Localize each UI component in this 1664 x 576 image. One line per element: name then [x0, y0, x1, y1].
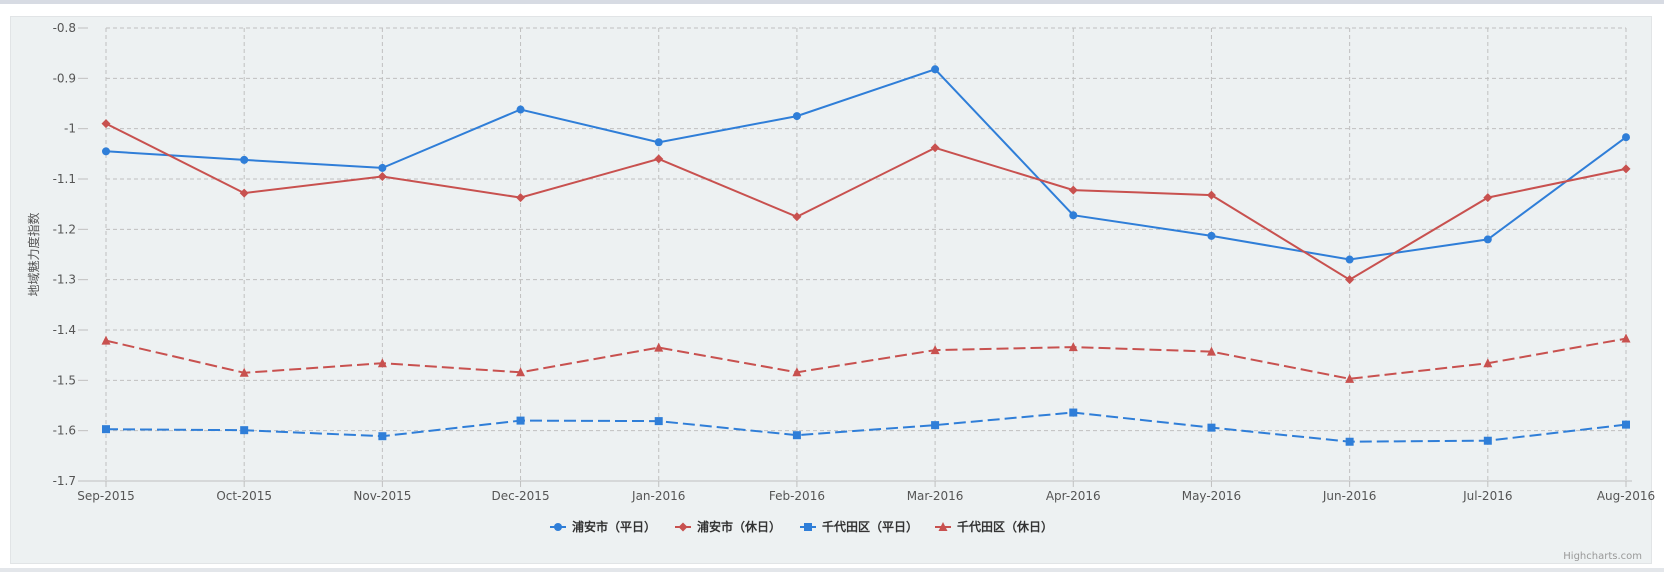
data-point[interactable] [377, 171, 387, 181]
data-point[interactable] [516, 367, 526, 377]
y-tick-label: -1.7 [53, 474, 76, 488]
legend-item[interactable]: 千代田区（休日） [935, 519, 1053, 534]
data-point[interactable] [654, 138, 663, 147]
y-axis-title: 地域魅力度指数 [26, 212, 41, 296]
data-point[interactable] [1621, 164, 1631, 174]
legend-marker [938, 522, 948, 531]
y-tick-label: -1.5 [53, 373, 76, 387]
x-tick-label: Apr-2016 [1046, 489, 1101, 503]
data-point[interactable] [654, 154, 664, 164]
legend-item[interactable]: 浦安市（休日） [675, 519, 781, 534]
data-point[interactable] [931, 65, 940, 74]
data-point[interactable] [931, 421, 940, 430]
data-point[interactable] [1622, 420, 1630, 429]
series-line[interactable] [105, 122, 1627, 281]
data-point[interactable] [1069, 408, 1078, 417]
y-tick-label: -0.9 [53, 71, 76, 85]
series-line[interactable] [105, 68, 1627, 261]
series-area [101, 65, 1631, 446]
data-point[interactable] [102, 425, 110, 434]
series-line[interactable] [105, 411, 1627, 443]
x-tick-label: May-2016 [1182, 489, 1241, 503]
data-point[interactable] [1622, 133, 1630, 142]
data-point[interactable] [239, 367, 249, 377]
data-point[interactable] [792, 431, 801, 440]
data-point[interactable] [654, 342, 664, 352]
data-point[interactable] [1483, 193, 1493, 203]
x-tick-label: Jul-2016 [1462, 489, 1512, 503]
data-point[interactable] [516, 193, 526, 203]
grid [105, 27, 1627, 482]
x-tick-label: Jan-2016 [631, 489, 685, 503]
data-point[interactable] [239, 188, 249, 198]
x-tick-label: Mar-2016 [907, 489, 964, 503]
data-point[interactable] [240, 155, 249, 164]
chart-container [10, 16, 1652, 564]
legend-item[interactable]: 浦安市（平日） [550, 519, 656, 534]
legend-marker [678, 522, 688, 532]
y-tick-label: -0.8 [53, 21, 76, 35]
legend-label: 浦安市（平日） [572, 519, 656, 534]
legend-label: 千代田区（平日） [822, 519, 918, 534]
series-1 [101, 119, 1631, 285]
data-point[interactable] [930, 143, 940, 153]
data-point[interactable] [378, 163, 387, 172]
data-point[interactable] [516, 105, 525, 114]
data-point[interactable] [1206, 346, 1216, 356]
legend-marker [804, 523, 812, 531]
data-point[interactable] [1207, 231, 1216, 240]
data-point[interactable] [377, 358, 387, 368]
data-point[interactable] [102, 147, 110, 156]
legend-label: 千代田区（休日） [957, 519, 1053, 534]
series-3 [101, 333, 1631, 383]
series-0 [102, 65, 1630, 264]
data-point[interactable] [1483, 358, 1493, 368]
line-chart: -0.8 -0.9 -1 -1.1 -1.2 -1.3 -1.4 -1.5 -1.6 -1.7Se… [26, 21, 1656, 562]
x-tick-label: Oct-2015 [216, 489, 272, 503]
data-point[interactable] [792, 367, 802, 377]
legend-label: 浦安市（休日） [697, 519, 781, 534]
x-tick-label: Jun-2016 [1322, 489, 1377, 503]
y-tick-label: -1.4 [53, 323, 76, 337]
y-tick-label: -1.3 [53, 273, 76, 287]
data-point[interactable] [1483, 235, 1492, 244]
data-point[interactable] [1068, 185, 1078, 195]
data-point[interactable] [1207, 423, 1216, 432]
data-point[interactable] [378, 432, 387, 441]
data-point[interactable] [1621, 333, 1631, 343]
data-point[interactable] [1345, 275, 1355, 285]
y-tick-label: -1.1 [53, 172, 76, 186]
data-point[interactable] [792, 112, 801, 121]
data-point[interactable] [930, 345, 940, 355]
series-2 [102, 408, 1630, 446]
data-point[interactable] [240, 426, 249, 435]
data-point[interactable] [1206, 190, 1216, 200]
x-tick-label: Feb-2016 [769, 489, 825, 503]
data-point[interactable] [1069, 211, 1078, 220]
y-tick-label: -1.6 [53, 424, 76, 438]
legend[interactable]: 浦安市（平日） 浦安市（休日） 千代田区（平日） 千代田区（休日） [550, 519, 1053, 534]
data-point[interactable] [1345, 255, 1354, 264]
y-tick-label: -1 [64, 122, 76, 136]
data-point[interactable] [1345, 437, 1354, 446]
data-point[interactable] [1068, 342, 1078, 352]
axes: -0.8 -0.9 -1 -1.1 -1.2 -1.3 -1.4 -1.5 -1.6 -1.7Se… [53, 21, 1656, 503]
credits-link[interactable]: Highcharts.com [1563, 551, 1642, 562]
data-point[interactable] [101, 335, 111, 345]
x-tick-label: Aug-2016 [1597, 489, 1655, 503]
series-line[interactable] [105, 337, 1627, 380]
data-point[interactable] [101, 119, 111, 129]
y-tick-label: -1.2 [53, 222, 76, 236]
data-point[interactable] [516, 416, 525, 425]
data-point[interactable] [654, 417, 663, 426]
data-point[interactable] [1483, 436, 1492, 445]
x-tick-label: Dec-2015 [491, 489, 549, 503]
x-tick-label: Nov-2015 [353, 489, 411, 503]
legend-item[interactable]: 千代田区（平日） [800, 519, 918, 534]
data-point[interactable] [1345, 373, 1355, 383]
x-tick-label: Sep-2015 [77, 489, 135, 503]
data-point[interactable] [792, 212, 802, 222]
legend-marker [554, 523, 562, 531]
